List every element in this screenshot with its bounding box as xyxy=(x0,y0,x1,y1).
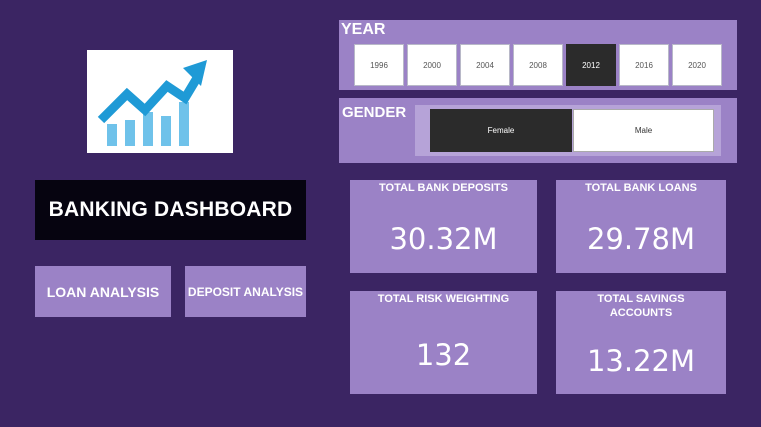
year-option-2008[interactable]: 2008 xyxy=(513,44,563,86)
year-option-2012[interactable]: 2012 xyxy=(566,44,616,86)
year-option-2020[interactable]: 2020 xyxy=(672,44,722,86)
page-title: BANKING DASHBOARD xyxy=(48,198,293,221)
kpi-card-total-savings-accounts: TOTAL SAVINGS ACCOUNTS 13.22M xyxy=(556,291,726,394)
kpi-label: TOTAL BANK DEPOSITS xyxy=(379,182,508,194)
kpi-card-total-risk-weighting: TOTAL RISK WEIGHTING 132 xyxy=(350,291,537,394)
dashboard-title-box: BANKING DASHBOARD xyxy=(35,180,306,240)
year-option-2000[interactable]: 2000 xyxy=(407,44,457,86)
kpi-value: 13.22M xyxy=(586,344,696,378)
deposit-analysis-button[interactable]: DEPOSIT ANALYSIS xyxy=(185,266,306,317)
growth-chart-icon xyxy=(97,60,207,146)
kpi-card-total-deposits: TOTAL BANK DEPOSITS 30.32M xyxy=(350,180,537,273)
kpi-value: 132 xyxy=(415,338,472,372)
kpi-label: TOTAL SAVINGS ACCOUNTS xyxy=(597,293,685,319)
year-slicer-label: YEAR xyxy=(341,21,386,38)
year-option-2004[interactable]: 2004 xyxy=(460,44,510,86)
kpi-label: TOTAL BANK LOANS xyxy=(585,182,697,194)
year-option-1996[interactable]: 1996 xyxy=(354,44,404,86)
kpi-card-total-loans: TOTAL BANK LOANS 29.78M xyxy=(556,180,726,273)
gender-slicer-label: GENDER xyxy=(342,104,407,121)
logo xyxy=(87,50,233,153)
kpi-label: TOTAL RISK WEIGHTING xyxy=(377,293,510,305)
year-option-2016[interactable]: 2016 xyxy=(619,44,669,86)
gender-option-male[interactable]: Male xyxy=(573,109,714,152)
loan-analysis-button[interactable]: LOAN ANALYSIS xyxy=(35,266,171,317)
gender-option-female[interactable]: Female xyxy=(430,109,572,152)
kpi-value: 30.32M xyxy=(389,222,498,256)
kpi-value: 29.78M xyxy=(586,222,696,256)
